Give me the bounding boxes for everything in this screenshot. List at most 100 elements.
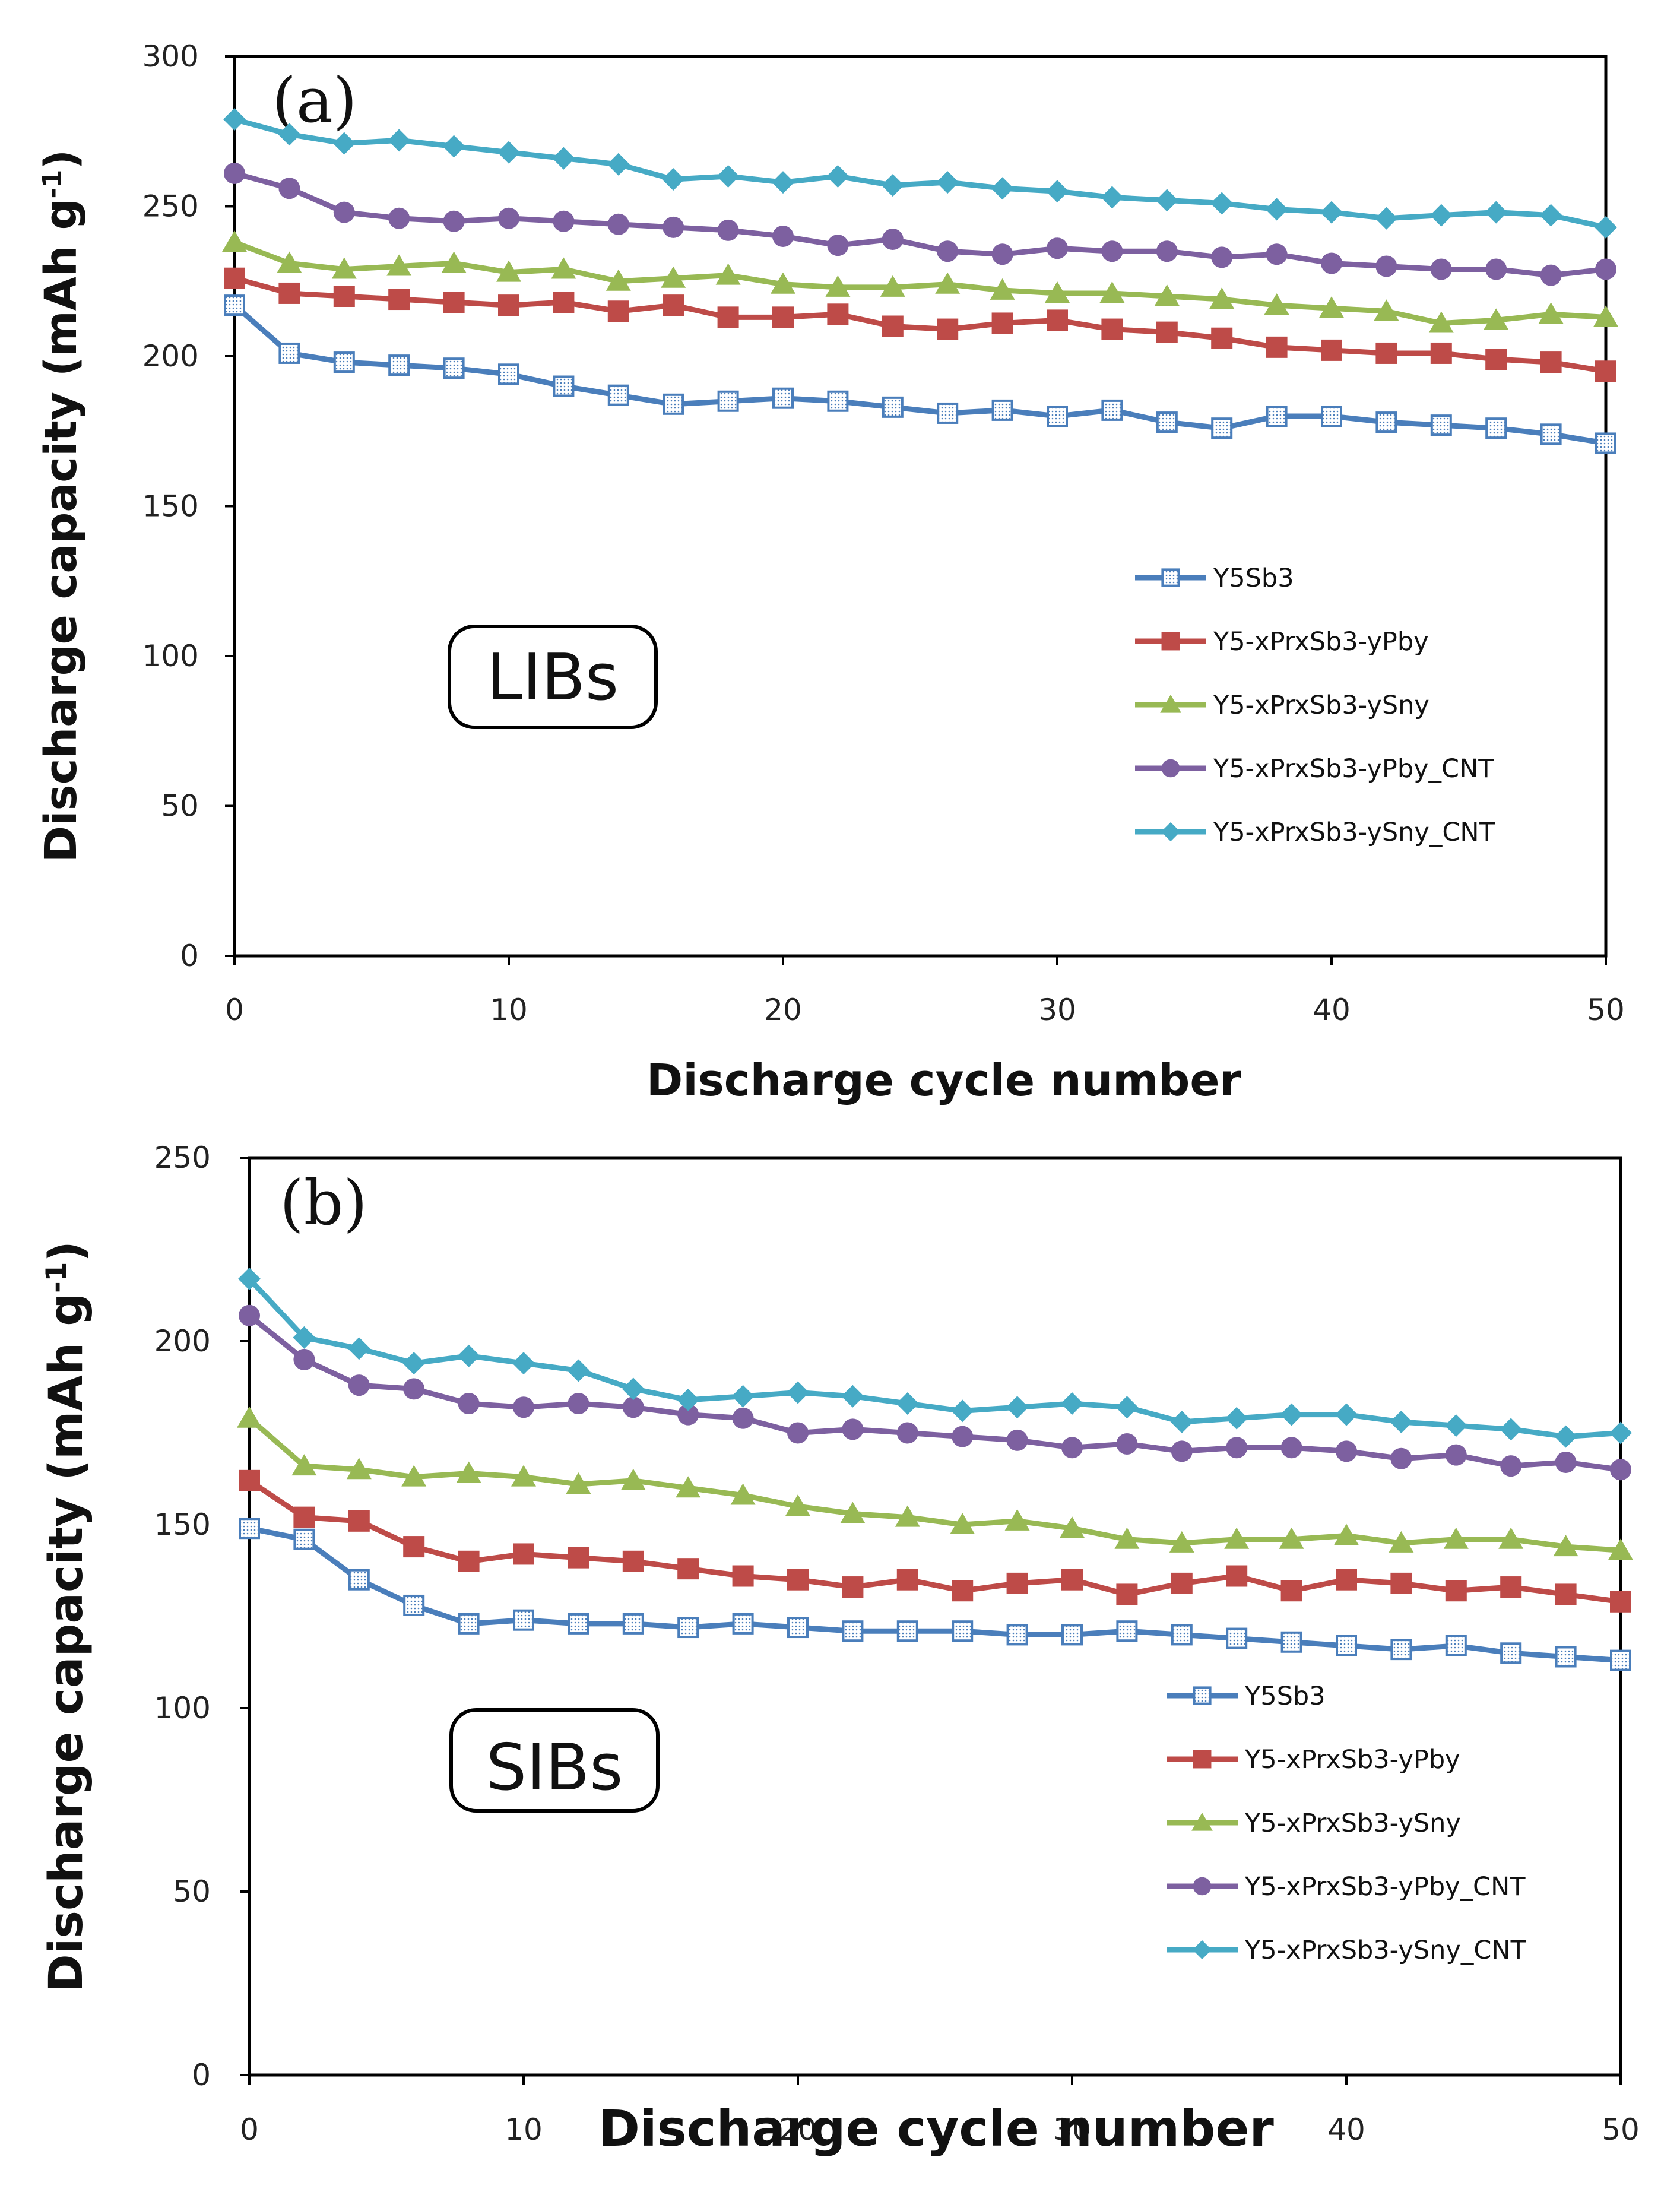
data-point — [224, 267, 245, 289]
y-axis-title: Discharge capacity (mAh g-1) — [40, 1241, 93, 1993]
data-point — [1047, 406, 1068, 427]
legend-label: Y5-xPrxSb3-ySny — [1213, 690, 1429, 720]
y-axis-title-superscript: -1 — [40, 1262, 73, 1293]
data-point — [333, 351, 355, 373]
plot-area-frame — [248, 1156, 1622, 2077]
data-point — [1390, 1572, 1412, 1594]
data-point — [1540, 423, 1562, 445]
data-point — [1280, 1437, 1302, 1459]
data-point — [772, 171, 794, 194]
data-point — [1498, 1527, 1524, 1549]
data-point — [937, 318, 959, 340]
series-Y5-xPrxSb3-ySny — [222, 230, 1618, 333]
data-point — [568, 1613, 589, 1635]
chart-panel-b: 0 50 100 150 200 250 0 10 20 30 40 50 Discharge cycl… — [40, 1141, 1640, 2158]
data-point — [937, 402, 959, 424]
data-point — [1155, 189, 1178, 212]
legend-marker — [1193, 1750, 1212, 1769]
data-point — [1321, 252, 1342, 274]
legend-marker — [1161, 822, 1181, 842]
data-point — [622, 1550, 644, 1572]
legend-label: Y5-xPrxSb3-ySny — [1244, 1808, 1461, 1838]
data-point — [513, 1609, 534, 1631]
data-point — [403, 1594, 425, 1616]
data-point — [1171, 1572, 1193, 1594]
data-point — [1116, 1433, 1138, 1455]
data-point — [772, 306, 794, 328]
data-point — [895, 1505, 920, 1527]
data-point — [952, 1580, 974, 1602]
data-point — [677, 1404, 699, 1426]
x-axis-title: Discharge cycle number — [646, 1055, 1242, 1106]
series-line — [247, 1276, 1621, 1440]
data-point — [332, 132, 356, 155]
y-tick-label: 150 — [154, 1507, 211, 1542]
data-point — [512, 1352, 535, 1375]
data-point — [827, 235, 849, 256]
data-point — [1006, 1429, 1028, 1451]
data-point — [1280, 1403, 1303, 1426]
data-point — [553, 210, 575, 232]
data-point — [717, 165, 740, 188]
data-point — [331, 257, 357, 279]
x-tick-label: 20 — [779, 2112, 817, 2147]
legend-marker — [1192, 1940, 1212, 1960]
data-point — [388, 354, 410, 376]
data-point — [607, 384, 629, 406]
data-point — [458, 1613, 480, 1635]
y-tick-label: 250 — [154, 1141, 211, 1175]
data-point — [952, 1426, 974, 1447]
data-point — [1555, 1646, 1577, 1668]
data-point — [333, 286, 355, 307]
data-point — [1484, 308, 1509, 330]
data-point — [222, 230, 247, 252]
data-point — [458, 1393, 480, 1415]
y-axis-title-main: Discharge capacity (mAh g — [40, 1293, 93, 1993]
data-point — [1610, 1649, 1631, 1671]
data-point — [1046, 180, 1069, 203]
data-point — [1389, 1531, 1414, 1553]
data-point — [1264, 293, 1289, 315]
data-point — [403, 1378, 425, 1400]
data-point — [1595, 258, 1616, 280]
data-point — [896, 1422, 918, 1444]
data-point — [277, 251, 302, 273]
data-point — [826, 165, 849, 188]
data-point — [840, 1502, 866, 1523]
data-point — [1170, 1410, 1193, 1433]
data-point — [662, 168, 685, 191]
data-point — [1595, 216, 1617, 239]
annotation-label: SIBs — [486, 1731, 623, 1805]
data-point — [1266, 243, 1288, 265]
data-point — [496, 260, 521, 282]
data-point — [787, 1381, 809, 1404]
y-tick-label: 100 — [154, 1691, 211, 1725]
data-point — [1321, 339, 1342, 361]
data-point — [1279, 1527, 1304, 1549]
data-point — [1006, 1624, 1028, 1646]
data-point — [732, 1407, 754, 1429]
data-point — [1156, 240, 1178, 262]
data-point — [1554, 1425, 1577, 1448]
data-point — [663, 216, 684, 238]
annotation-box — [449, 1708, 660, 1813]
data-point — [827, 390, 849, 412]
data-point — [787, 1617, 809, 1639]
legend-label: Y5-xPrxSb3-ySny_CNT — [1244, 1936, 1527, 1965]
data-point — [935, 272, 961, 294]
data-point — [1445, 1444, 1467, 1466]
data-point — [717, 390, 739, 412]
y-tick-label: 150 — [142, 489, 199, 524]
data-point — [880, 275, 905, 297]
data-point — [1485, 258, 1507, 280]
data-point — [291, 1454, 317, 1476]
data-point — [1610, 1459, 1631, 1481]
data-point — [1595, 360, 1616, 382]
legend-marker — [1160, 695, 1181, 713]
data-point — [388, 289, 410, 311]
data-point — [1116, 1583, 1138, 1605]
data-point — [1390, 1639, 1412, 1661]
data-point — [402, 1352, 426, 1375]
legend-marker — [1193, 1877, 1212, 1896]
data-point — [1101, 240, 1123, 262]
